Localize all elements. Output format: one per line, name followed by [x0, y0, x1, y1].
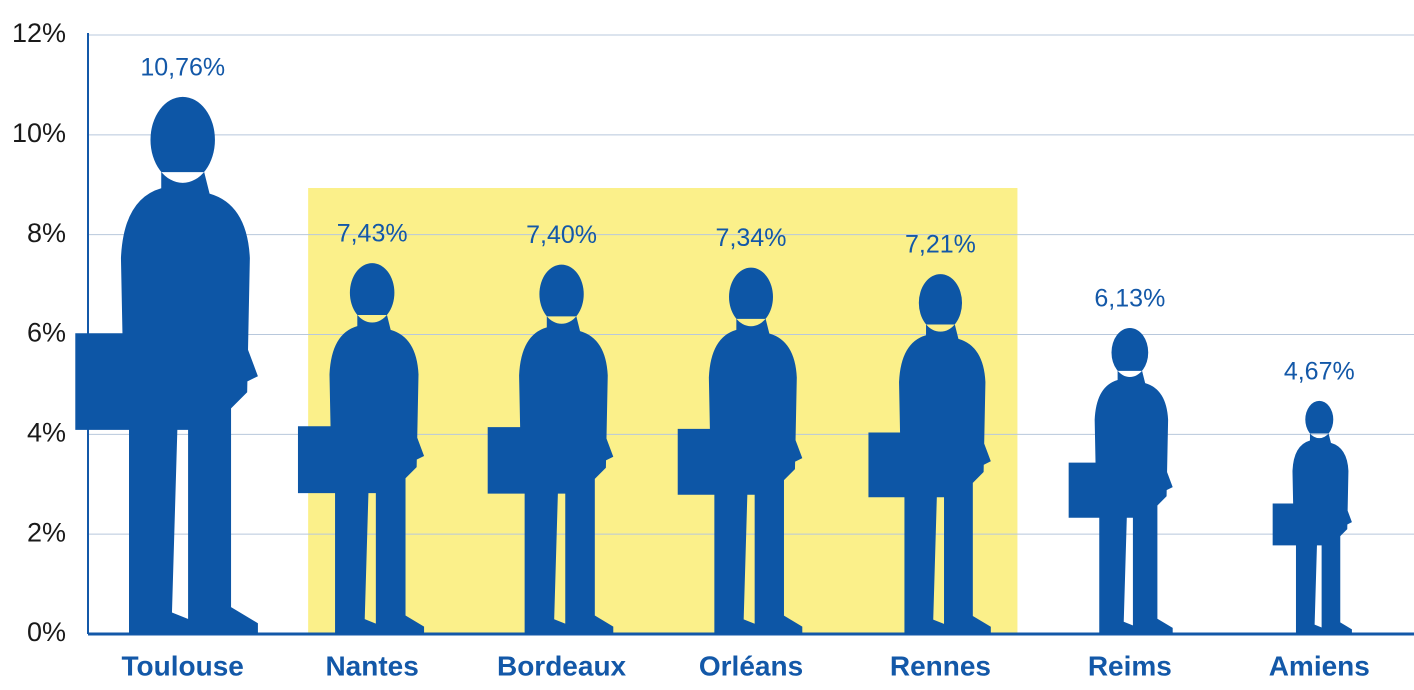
value-label: 7,40% [526, 221, 597, 249]
person-bar [868, 274, 991, 634]
value-label: 7,43% [337, 220, 408, 248]
person-bar [677, 267, 803, 634]
x-tick-label: Orléans [699, 650, 803, 681]
person-bar [297, 263, 425, 634]
person-bar [75, 96, 258, 634]
value-label: 10,76% [140, 54, 225, 82]
value-label: 7,34% [716, 224, 787, 252]
value-label: 7,21% [905, 231, 976, 259]
person-bar [487, 264, 614, 634]
person-bar [1272, 400, 1352, 634]
x-tick-label: Bordeaux [497, 650, 627, 681]
person-bar [1068, 328, 1173, 634]
highlight-box [308, 188, 1018, 634]
y-tick-label: 4% [27, 417, 66, 447]
y-tick-label: 0% [27, 617, 66, 647]
x-tick-label: Reims [1088, 650, 1172, 681]
x-tick-label: Amiens [1269, 650, 1370, 681]
y-tick-label: 2% [27, 517, 66, 547]
y-tick-label: 10% [12, 118, 66, 148]
x-tick-label: Rennes [890, 650, 991, 681]
y-tick-label: 6% [27, 318, 66, 348]
value-label: 4,67% [1284, 357, 1355, 385]
y-tick-label: 8% [27, 218, 66, 248]
x-tick-label: Nantes [325, 650, 418, 681]
value-label: 6,13% [1094, 285, 1165, 313]
y-tick-label: 12% [12, 18, 66, 48]
x-tick-label: Toulouse [122, 650, 244, 681]
